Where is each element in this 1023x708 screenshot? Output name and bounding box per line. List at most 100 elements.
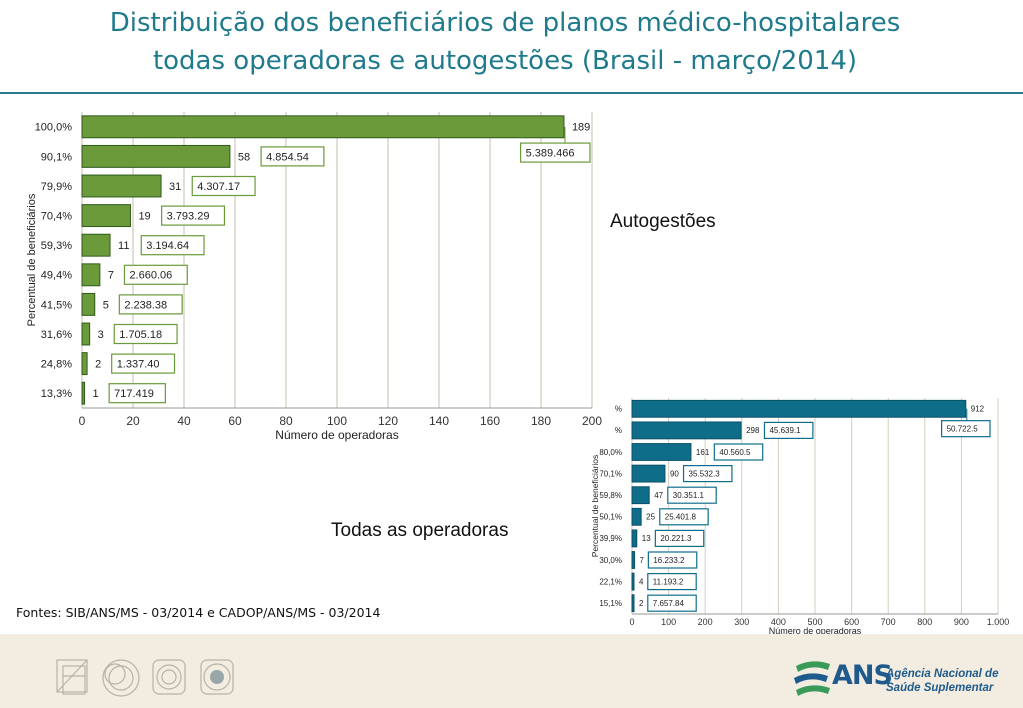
x-tick-label: 180 — [531, 414, 551, 428]
annotation-label: 50.722.5 — [947, 424, 979, 433]
bar-value-label: 19 — [138, 210, 150, 222]
annotation-label: 3.194.64 — [146, 240, 189, 252]
annotation-box — [647, 573, 697, 591]
annotation-label: 4.307.17 — [197, 181, 240, 193]
x-tick-label: 160 — [480, 414, 500, 428]
footer-band — [0, 634, 1023, 708]
annotation-label: 5.389.466 — [526, 147, 575, 159]
annotation-box — [659, 508, 709, 526]
bar-value-label: 11 — [118, 240, 129, 252]
bar-value-label: 2 — [95, 358, 101, 370]
agency-name-line-2: Saúde Suplementar — [886, 682, 994, 694]
annotation-label: 25.401.8 — [665, 513, 697, 522]
bar — [631, 421, 742, 440]
annotation-box — [647, 551, 698, 569]
bar-value-label: 90 — [670, 469, 679, 478]
chart-autogestoes: 0 20 40 60 80 100 120 140 160 180 200 100,0% 189 5.38… — [26, 112, 602, 442]
category-label: 31,6% — [41, 329, 72, 341]
bar-value-label: 161 — [696, 448, 710, 457]
agency-name: Agência Nacional de Saúde Suplementar — [886, 667, 998, 695]
title-line-2: todas operadoras e autogestões (Brasil -… — [152, 46, 858, 76]
x-tick-label: 100 — [661, 617, 676, 627]
annotation-box — [682, 464, 733, 483]
annotation-box — [118, 294, 183, 315]
category-label: 41,5% — [41, 299, 72, 311]
annotation-box — [713, 443, 764, 461]
category-label: 15,1% — [599, 599, 622, 608]
annotation-label: 1.705.18 — [119, 329, 162, 341]
bar-value-label: 47 — [654, 491, 663, 500]
bar-value-label: 13 — [642, 534, 651, 543]
agency-name-line-1: Agência Nacional de — [886, 668, 999, 680]
category-label: 100,0% — [35, 122, 73, 134]
annotation-label: 1.337.40 — [117, 358, 160, 370]
x-tick-label: 600 — [844, 617, 859, 627]
x-axis-title: Número de operadoras — [275, 428, 398, 442]
bar-value-label: 912 — [971, 405, 985, 414]
label-autogestoes: Autogestões — [610, 211, 716, 232]
bar-value-label: 5 — [103, 299, 109, 311]
bar-value-label: 25 — [646, 513, 655, 522]
bar — [631, 507, 642, 526]
bar — [81, 174, 162, 198]
x-tick-label: 1.000 — [987, 617, 1010, 627]
bar-value-label: 7 — [108, 270, 114, 282]
bar — [81, 292, 96, 316]
bar — [81, 204, 131, 228]
bar-value-label: 31 — [169, 181, 181, 193]
x-tick-label: 700 — [881, 617, 896, 627]
category-label: % — [615, 426, 622, 435]
x-tick-label: 300 — [734, 617, 749, 627]
x-tick-label: 800 — [917, 617, 932, 627]
bar — [81, 144, 231, 168]
bar-value-label: 189 — [572, 122, 590, 134]
category-label: 70,4% — [41, 210, 72, 222]
bar-value-label: 1 — [93, 388, 99, 400]
annotation-label: 40.560.5 — [719, 448, 751, 457]
annotation-label: 717.419 — [114, 388, 154, 400]
source-note: Fontes: SIB/ANS/MS - 03/2014 e CADOP/ANS… — [16, 605, 381, 620]
x-tick-label: 140 — [429, 414, 449, 428]
annotation-label: 2.238.38 — [124, 299, 167, 311]
x-tick-label: 400 — [771, 617, 786, 627]
annotation-label: 30.351.1 — [673, 491, 705, 500]
x-tick-label: 200 — [698, 617, 713, 627]
annotation-label: 2.660.06 — [129, 270, 172, 282]
category-label: % — [615, 405, 622, 414]
title-divider — [0, 92, 1023, 94]
category-label: 59,3% — [41, 240, 72, 252]
category-label: 39,9% — [599, 534, 622, 543]
bar-value-label: 2 — [639, 599, 644, 608]
category-label: 70,1% — [599, 469, 622, 478]
annotation-box — [123, 264, 188, 285]
x-tick-label: 500 — [807, 617, 822, 627]
annotation-box — [140, 235, 205, 256]
annotation-box — [667, 486, 717, 504]
annotation-label: 35.532.3 — [689, 469, 721, 478]
x-axis-title: Número de operadoras — [769, 626, 862, 636]
x-tick-label: 60 — [228, 414, 242, 428]
annotation-box — [654, 529, 705, 547]
decorative-seals-icon — [56, 659, 234, 697]
x-tick-label: 40 — [177, 414, 191, 428]
annotation-box — [191, 175, 256, 197]
bar — [81, 233, 111, 257]
category-label: 24,8% — [41, 358, 72, 370]
bar — [631, 529, 638, 548]
category-label: 49,4% — [41, 270, 72, 282]
bar-value-label: 298 — [746, 426, 760, 435]
annotation-box — [260, 146, 325, 167]
category-label: 80,0% — [599, 448, 622, 457]
annotation-box — [763, 421, 814, 439]
annotation-label: 16.233.2 — [653, 556, 685, 565]
annotation-box — [647, 594, 697, 612]
category-label: 90,1% — [41, 151, 72, 163]
annotation-box — [108, 383, 166, 404]
category-label: 30,0% — [599, 556, 622, 565]
annotation-label: 3.793.29 — [167, 210, 210, 222]
ans-logo-icon — [794, 661, 830, 696]
x-tick-label: 80 — [279, 414, 293, 428]
slide-title: Distribuição dos beneficiários de planos… — [0, 4, 1010, 80]
chart-todas-operadoras: 0 100 200 300 400 500 600 700 800 900 1.000% 912 50.… — [590, 398, 1010, 636]
bar — [81, 381, 86, 405]
